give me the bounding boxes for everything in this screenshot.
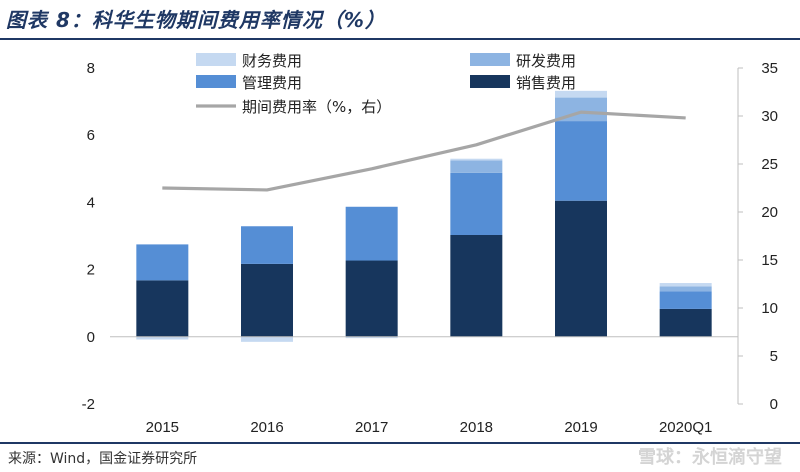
source-note: 来源：Wind，国金证券研究所: [8, 451, 198, 467]
right-tick-label: 15: [761, 252, 778, 269]
bar-finance-2017: [345, 336, 398, 339]
left-tick-label: 6: [87, 127, 95, 144]
right-tick-label: 30: [761, 108, 778, 125]
right-tick-label: 20: [761, 204, 778, 221]
right-tick-label: 35: [761, 60, 778, 77]
watermark: 雪球：永恒滴守望: [638, 447, 782, 468]
top-rule: [0, 38, 800, 40]
bars-layer: [136, 90, 712, 342]
bar-finance-2015: [136, 336, 189, 340]
bar-mgmt-2017: [345, 206, 398, 261]
legend-label-mgmt: 管理费用: [242, 74, 302, 92]
legend-swatch-rd: [470, 53, 510, 66]
chart-area: -2 0 2 4 6 8 0 5 10 15 20 25 30 35 2015 2016 2017 2018 201…: [82, 52, 778, 436]
legend-swatch-mgmt: [196, 75, 236, 88]
left-tick-label: 0: [87, 329, 95, 346]
x-tick-label: 2019: [564, 419, 597, 436]
bar-sales-2020Q1: [659, 308, 712, 337]
bar-rd-2018: [450, 160, 503, 173]
left-tick-label: 2: [87, 262, 95, 279]
right-tick-label: 5: [770, 348, 778, 365]
bar-finance-2018: [450, 158, 503, 161]
legend-label-ratio: 期间费用率（%，右）: [242, 98, 391, 116]
left-tick-label: 8: [87, 60, 95, 77]
bar-mgmt-2019: [555, 121, 607, 201]
bar-sales-2015: [136, 280, 189, 337]
bar-mgmt-2015: [136, 244, 189, 281]
x-tick-label: 2017: [355, 419, 388, 436]
bottom-rule: [0, 442, 800, 444]
x-tick-label: 2020Q1: [659, 419, 712, 436]
bar-sales-2017: [345, 260, 398, 337]
bar-sales-2019: [555, 200, 607, 337]
left-tick-label: -2: [82, 396, 95, 413]
legend-label-finance: 财务费用: [242, 52, 302, 70]
bar-finance-2016: [241, 336, 293, 342]
bar-mgmt-2016: [241, 226, 293, 264]
line-layer: [162, 110, 686, 192]
bar-finance-2020Q1: [659, 283, 712, 287]
x-tick-label: 2016: [250, 419, 283, 436]
x-tick-label: 2018: [460, 419, 493, 436]
legend-swatch-finance: [196, 53, 236, 66]
legend-label-sales: 销售费用: [516, 74, 576, 92]
left-tick-label: 4: [87, 194, 95, 211]
bar-finance-2019: [555, 90, 607, 98]
axes-layer: -2 0 2 4 6 8 0 5 10 15 20 25 30 35 2015 2016 2017 2018 201…: [82, 60, 778, 436]
bar-sales-2018: [450, 234, 503, 337]
bar-sales-2016: [241, 263, 293, 337]
x-tick-label: 2015: [146, 419, 179, 436]
ratio-line: [162, 110, 686, 192]
bar-mgmt-2018: [450, 172, 503, 235]
chart-title: 图表 8：科华生物期间费用率情况（%）: [6, 8, 386, 32]
legend-label-rd: 研发费用: [516, 52, 576, 70]
right-tick-label: 25: [761, 156, 778, 173]
right-tick-label: 10: [761, 300, 778, 317]
legend-swatch-sales: [470, 75, 510, 88]
bar-rd-2020Q1: [659, 286, 712, 292]
bar-mgmt-2020Q1: [659, 291, 712, 309]
right-tick-label: 0: [770, 396, 778, 413]
